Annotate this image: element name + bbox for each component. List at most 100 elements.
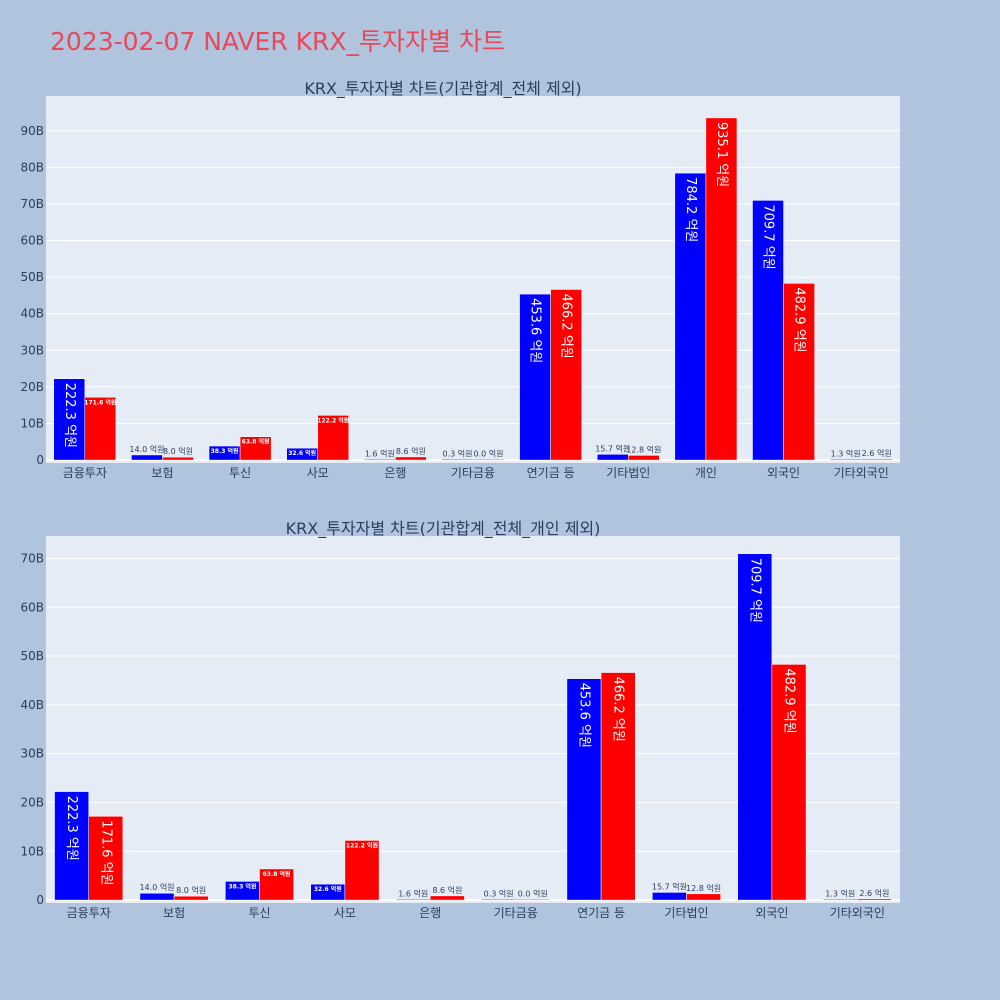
bar-value-label: 1.6 억원 — [398, 888, 428, 898]
y-tick-label: 70B — [20, 551, 44, 565]
y-tick-label: 20B — [20, 380, 44, 394]
bar-red — [686, 893, 721, 901]
bar-red — [84, 397, 117, 461]
bar-value-label: 63.8 억원 — [263, 870, 291, 878]
bar-blue — [54, 791, 89, 901]
y-tick-label: 30B — [20, 343, 44, 357]
chart-bottom: KRX_투자자별 차트(기관합계_전체_개인 제외) 0 10B 20B 30B 40B 5… — [20, 519, 900, 920]
y-tick-label: 0 — [36, 893, 44, 907]
bar-value-label: 122.2 억원 — [346, 841, 378, 849]
y-tick-label: 80B — [20, 160, 44, 174]
bar-red — [705, 117, 738, 461]
x-tick-label: 투신 — [229, 466, 251, 480]
bar-value-label: 0.3 억원 — [484, 888, 514, 898]
x-tick-label: 기타법인 — [664, 906, 708, 920]
y-tick-label: 20B — [20, 795, 44, 809]
y-tick-label: 0 — [36, 453, 44, 467]
bar-red — [239, 436, 272, 461]
bar-red — [173, 895, 209, 901]
bar-value-label: 466.2 억원 — [611, 677, 626, 742]
x-tick-label: 사모 — [307, 466, 329, 480]
y-tick-label: 60B — [20, 600, 44, 614]
bar-value-label: 453.6 억원 — [528, 298, 543, 363]
bar-blue — [519, 293, 551, 461]
bar-value-label: 0.3 억원 — [442, 448, 472, 458]
bar-value-label: 63.8 억원 — [242, 438, 270, 446]
x-tick-label: 은행 — [384, 465, 406, 480]
x-tick-label: 금융투자 — [63, 466, 107, 480]
bar-red — [88, 816, 124, 901]
x-tick-label: 연기금 등 — [577, 906, 625, 920]
bar-value-label: 222.3 억원 — [62, 383, 77, 448]
x-tick-label: 연기금 등 — [527, 466, 575, 480]
bar-red — [395, 456, 427, 461]
bar-value-label: 1.3 억원 — [831, 448, 861, 458]
x-tick-label: 보험 — [151, 466, 173, 480]
y-tick-label: 50B — [20, 649, 44, 663]
bar-value-label: 222.3 억원 — [64, 796, 79, 861]
x-tick-label: 보험 — [163, 906, 185, 920]
bar-value-label: 0.0 억원 — [518, 888, 548, 898]
bar-value-label: 466.2 억원 — [559, 293, 574, 358]
bar-value-label: 8.0 억원 — [163, 446, 193, 456]
x-tick-label: 투신 — [248, 906, 270, 920]
bar-red — [550, 289, 582, 461]
bar-value-label: 709.7 억원 — [761, 204, 776, 269]
chart-title: KRX_투자자별 차트(기관합계_전체 제외) — [304, 79, 581, 99]
bar-value-label: 12.8 억원 — [686, 883, 721, 893]
bar-red — [783, 283, 815, 461]
bar-value-label: 453.6 억원 — [577, 683, 592, 748]
bar-red — [857, 898, 892, 901]
bar-value-label: 12.8 억원 — [626, 444, 661, 454]
bar-red — [771, 664, 807, 901]
y-tick-label: 70B — [20, 197, 44, 211]
bar-red — [515, 899, 551, 901]
x-tick-label: 기타외국인 — [830, 906, 885, 920]
bar-red — [472, 459, 505, 461]
y-tick-label: 30B — [20, 747, 44, 761]
page-title: 2023-02-07 NAVER KRX_투자자별 차트 — [50, 27, 505, 56]
bar-value-label: 482.9 억원 — [792, 287, 807, 352]
bar-red — [600, 672, 636, 901]
bar-blue — [752, 200, 784, 461]
chart-top: KRX_투자자별 차트(기관합계_전체 제외) 0 10B 20B 30B 40B 50B 6… — [20, 79, 900, 480]
x-tick-label: 외국인 — [767, 466, 800, 480]
x-tick-label: 은행 — [419, 905, 441, 920]
bar-value-label: 38.3 억원 — [211, 447, 239, 455]
y-tick-label: 90B — [20, 124, 44, 138]
bar-value-label: 482.9 억원 — [781, 668, 796, 733]
bar-value-label: 171.6 억원 — [98, 820, 113, 885]
bar-value-label: 8.0 억원 — [176, 885, 206, 895]
bar-blue — [395, 899, 431, 901]
y-tick-label: 60B — [20, 234, 44, 248]
y-tick-label: 10B — [20, 416, 44, 430]
bar-red — [259, 868, 294, 901]
y-tick-label: 40B — [20, 698, 44, 712]
bar-value-label: 14.0 억원 — [139, 882, 174, 892]
y-tick-label: 50B — [20, 270, 44, 284]
bar-blue — [674, 172, 707, 461]
bar-value-label: 38.3 억원 — [228, 882, 256, 890]
bar-value-label: 1.3 억원 — [825, 888, 855, 898]
bar-blue — [822, 899, 858, 901]
bar-value-label: 8.6 억원 — [432, 885, 462, 895]
bar-value-label: 2.6 억원 — [862, 448, 892, 458]
bar-value-label: 2.6 억원 — [859, 888, 889, 898]
bar-red — [860, 458, 893, 461]
bar-red — [628, 455, 660, 461]
bar-blue — [652, 892, 687, 901]
x-tick-label: 기타금융 — [451, 466, 495, 480]
bar-red — [162, 456, 194, 461]
x-tick-label: 외국인 — [755, 906, 788, 920]
bar-value-label: 32.6 억원 — [288, 449, 316, 457]
x-tick-label: 개인 — [695, 466, 717, 480]
bar-value-label: 14.0 억원 — [129, 444, 164, 454]
bar-blue — [481, 899, 516, 901]
bar-red — [317, 415, 350, 461]
bar-value-label: 709.7 억원 — [747, 558, 762, 623]
chart-title: KRX_투자자별 차트(기관합계_전체_개인 제외) — [286, 519, 601, 539]
bar-red — [430, 895, 465, 901]
bar-value-label: 122.2 억원 — [317, 416, 349, 424]
bar-value-label: 32.6 억원 — [314, 885, 342, 893]
bar-value-label: 8.6 억원 — [396, 446, 426, 456]
